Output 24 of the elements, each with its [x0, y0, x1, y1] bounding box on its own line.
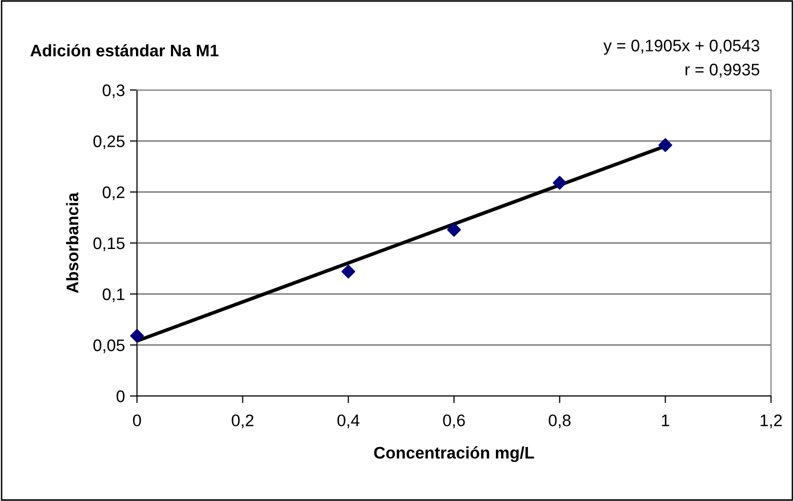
point: [658, 138, 672, 152]
y-tick-label: 0,05: [93, 339, 124, 354]
point: [130, 328, 144, 343]
x-tick-label: 0,2: [232, 414, 254, 428]
y-tick-label: 0,15: [93, 237, 124, 252]
x-tick-label: 1,2: [760, 414, 782, 428]
x-tick-label: 0,4: [337, 414, 360, 428]
x-tick-label: 1: [662, 414, 670, 426]
text: r = 0,9935: [686, 64, 760, 78]
x-tick-label: 0: [133, 414, 141, 426]
y-tick-label: 0: [116, 390, 125, 402]
y-tick-label: 0,1: [102, 288, 124, 302]
x-axis-title: Concentración mg/L: [374, 446, 534, 462]
x-tick-label: 0,6: [443, 414, 465, 428]
point: [447, 222, 461, 237]
y-tick-label: 0,3: [102, 84, 124, 98]
y-axis-title: Absorbancia: [66, 192, 78, 294]
text: y = 0,1905x + 0,0543: [603, 40, 760, 55]
x-tick-label: 0,8: [548, 414, 571, 428]
chart-title: Adición estándar Na M1: [30, 44, 218, 56]
point: [552, 176, 567, 190]
y-tick-label: 0,2: [102, 186, 124, 200]
y-tick-label: 0,25: [93, 135, 124, 150]
point: [341, 264, 356, 278]
